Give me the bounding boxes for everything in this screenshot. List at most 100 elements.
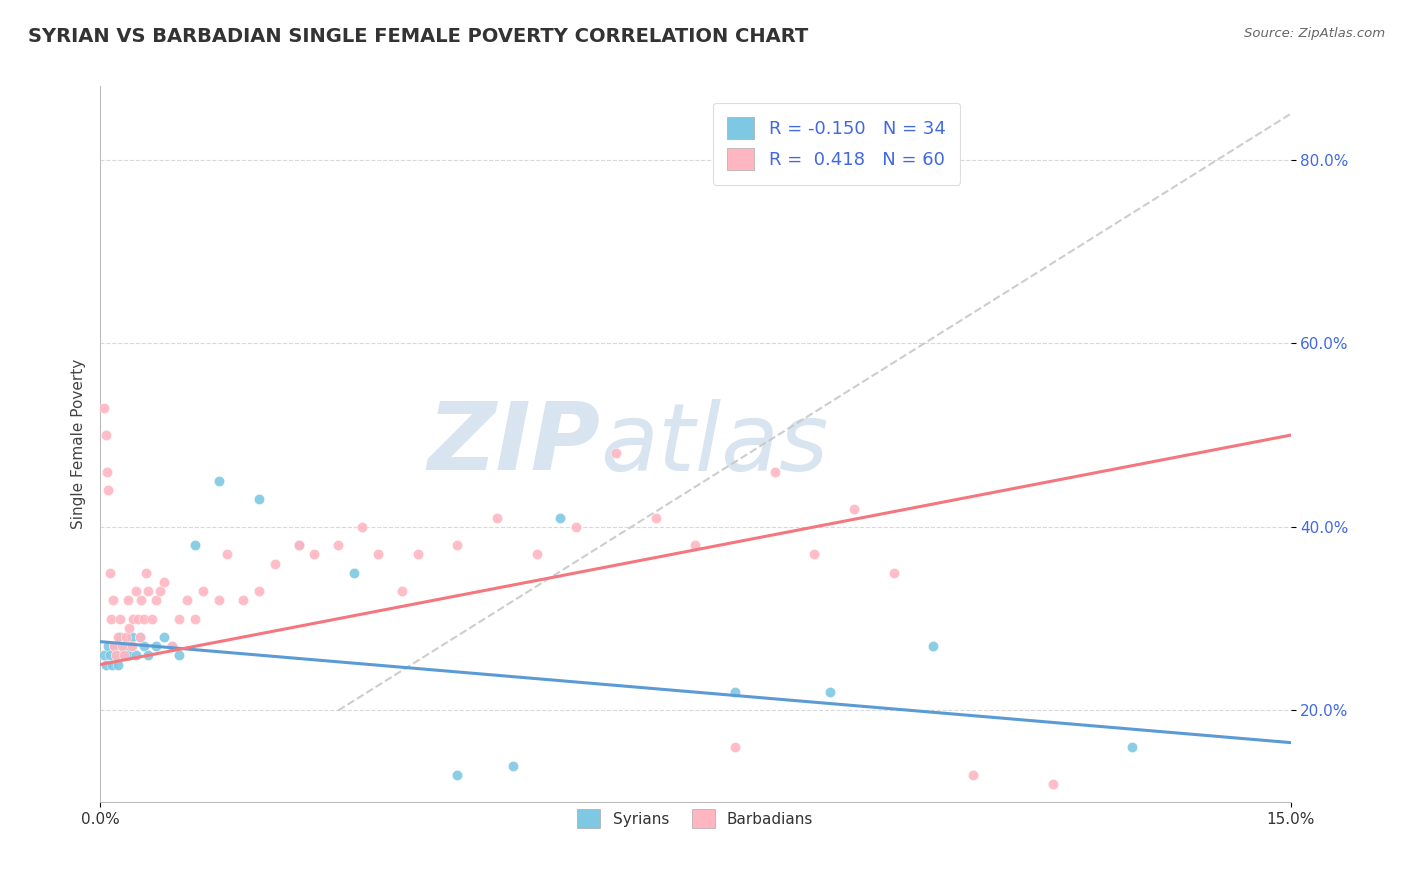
Point: [1042, 777, 1064, 791]
Point: [724, 740, 747, 755]
Point: [112, 639, 135, 653]
Point: [263, 557, 285, 571]
Point: [526, 548, 548, 562]
Point: [485, 510, 508, 524]
Point: [100, 612, 122, 626]
Point: [98, 648, 121, 663]
Point: [121, 630, 143, 644]
Point: [350, 520, 373, 534]
Point: [763, 465, 786, 479]
Point: [112, 648, 135, 663]
Point: [169, 648, 191, 663]
Point: [94, 428, 117, 442]
Point: [391, 584, 413, 599]
Point: [121, 639, 143, 653]
Y-axis label: Single Female Poverty: Single Female Poverty: [72, 359, 86, 530]
Point: [105, 648, 128, 663]
Point: [176, 593, 198, 607]
Point: [232, 593, 254, 607]
Text: Source: ZipAtlas.com: Source: ZipAtlas.com: [1244, 27, 1385, 40]
Point: [962, 768, 984, 782]
Point: [93, 648, 115, 663]
Point: [110, 639, 132, 653]
Point: [108, 630, 131, 644]
Point: [304, 548, 326, 562]
Point: [446, 768, 468, 782]
Point: [208, 593, 231, 607]
Point: [101, 657, 124, 672]
Point: [1121, 740, 1143, 755]
Point: [152, 630, 174, 644]
Point: [132, 639, 155, 653]
Point: [103, 639, 125, 653]
Point: [122, 612, 145, 626]
Point: [842, 501, 865, 516]
Point: [820, 685, 842, 699]
Point: [98, 566, 121, 580]
Text: SYRIAN VS BARBADIAN SINGLE FEMALE POVERTY CORRELATION CHART: SYRIAN VS BARBADIAN SINGLE FEMALE POVERT…: [28, 27, 808, 45]
Point: [169, 612, 191, 626]
Point: [136, 584, 159, 599]
Point: [103, 639, 125, 653]
Point: [247, 492, 270, 507]
Point: [605, 446, 627, 460]
Point: [120, 639, 142, 653]
Point: [644, 510, 666, 524]
Point: [184, 538, 207, 552]
Point: [132, 612, 155, 626]
Point: [287, 538, 309, 552]
Point: [96, 657, 118, 672]
Point: [343, 566, 366, 580]
Point: [128, 630, 150, 644]
Point: [125, 648, 148, 663]
Point: [108, 612, 131, 626]
Point: [550, 510, 572, 524]
Point: [149, 584, 172, 599]
Point: [101, 593, 124, 607]
Point: [117, 593, 139, 607]
Point: [685, 538, 707, 552]
Point: [160, 639, 183, 653]
Point: [208, 474, 231, 488]
Point: [128, 630, 150, 644]
Point: [135, 566, 157, 580]
Point: [141, 612, 163, 626]
Point: [117, 648, 139, 663]
Point: [107, 630, 129, 644]
Point: [803, 548, 825, 562]
Point: [193, 584, 215, 599]
Point: [184, 612, 207, 626]
Point: [97, 639, 120, 653]
Point: [145, 593, 167, 607]
Point: [883, 566, 905, 580]
Legend: Syrians, Barbadians: Syrians, Barbadians: [571, 803, 820, 834]
Text: ZIP: ZIP: [427, 399, 600, 491]
Point: [922, 639, 945, 653]
Point: [502, 758, 524, 772]
Point: [565, 520, 588, 534]
Point: [93, 401, 115, 415]
Text: atlas: atlas: [600, 399, 828, 490]
Point: [118, 621, 141, 635]
Point: [105, 648, 128, 663]
Point: [127, 612, 149, 626]
Point: [125, 584, 148, 599]
Point: [287, 538, 309, 552]
Point: [406, 548, 429, 562]
Point: [367, 548, 389, 562]
Point: [97, 483, 120, 498]
Point: [446, 538, 468, 552]
Point: [114, 630, 136, 644]
Point: [107, 657, 129, 672]
Point: [217, 548, 239, 562]
Point: [136, 648, 159, 663]
Point: [131, 593, 153, 607]
Point: [145, 639, 167, 653]
Point: [247, 584, 270, 599]
Point: [96, 465, 118, 479]
Point: [328, 538, 350, 552]
Point: [152, 574, 174, 589]
Point: [160, 639, 183, 653]
Point: [111, 648, 134, 663]
Point: [724, 685, 747, 699]
